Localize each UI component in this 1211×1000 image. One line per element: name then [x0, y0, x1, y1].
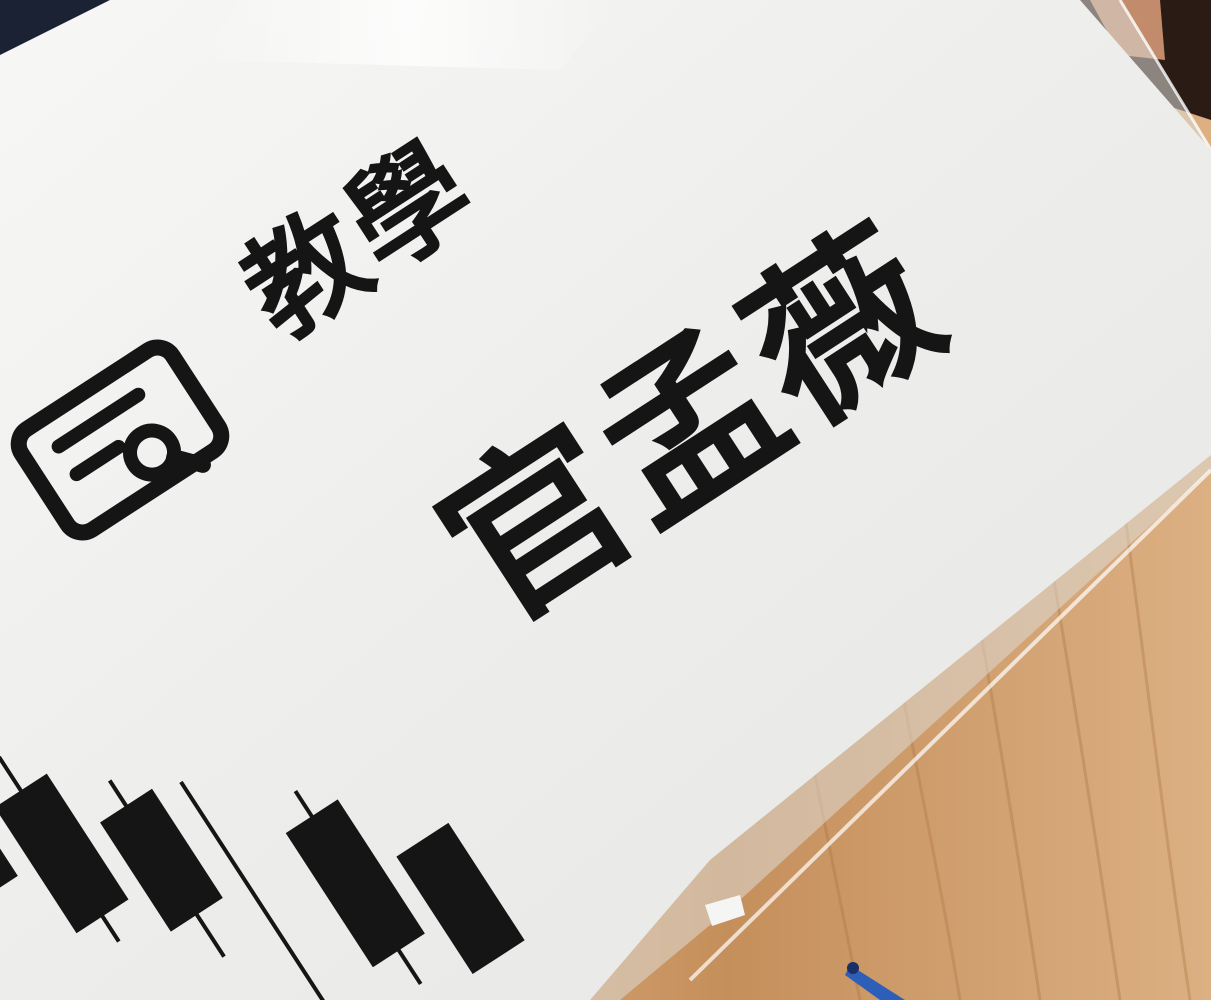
- glossy-glare: [200, 0, 620, 70]
